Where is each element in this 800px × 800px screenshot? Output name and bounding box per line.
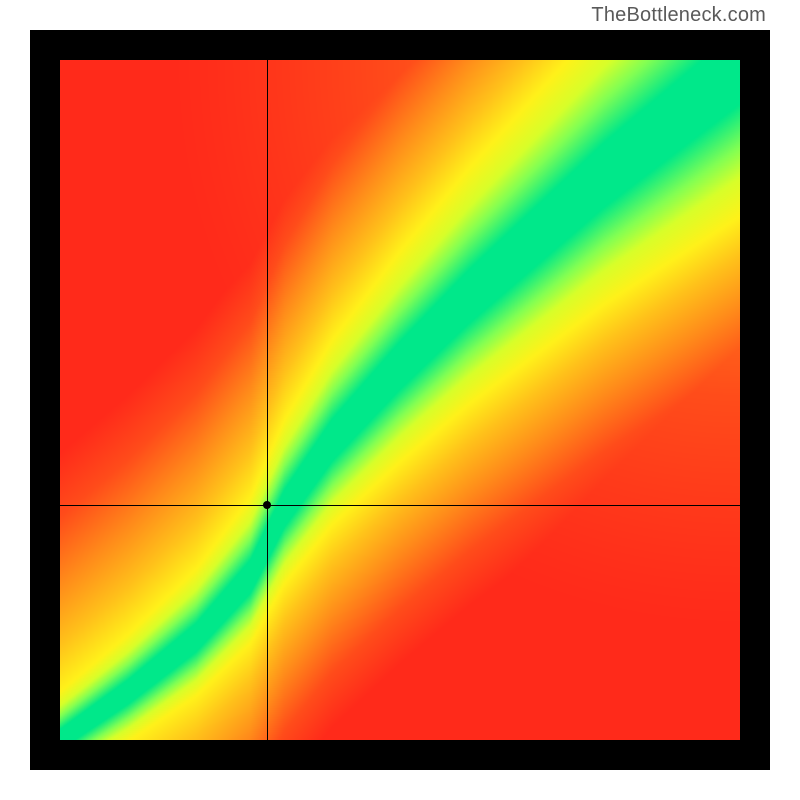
- plot-area: [60, 60, 740, 740]
- chart-container: TheBottleneck.com: [0, 0, 800, 800]
- heatmap-canvas: [60, 60, 740, 740]
- marker-point: [263, 501, 271, 509]
- crosshair-horizontal: [60, 505, 740, 506]
- watermark-text: TheBottleneck.com: [591, 4, 766, 27]
- chart-frame: [30, 30, 770, 770]
- crosshair-vertical: [267, 60, 268, 740]
